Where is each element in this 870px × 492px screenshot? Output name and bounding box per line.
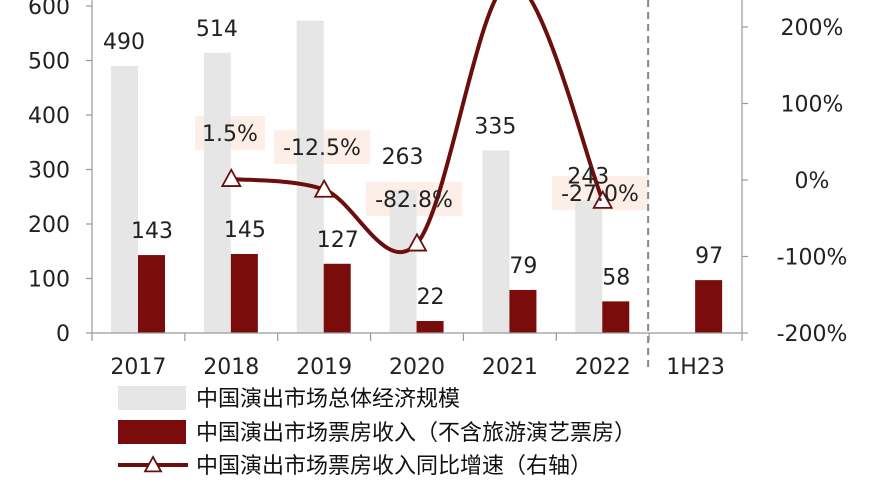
legend-label-boxoffice: 中国演出市场票房收入（不含旅游演艺票房） — [196, 421, 636, 446]
growth-label-2020: -82.8% — [375, 188, 453, 213]
total-label-2022: 243 — [567, 165, 609, 190]
growth-label-2018: 1.5% — [202, 122, 258, 147]
boxoffice-label-2018: 145 — [224, 218, 266, 243]
total-bar-2021 — [482, 150, 510, 333]
boxoffice-label-2019: 127 — [317, 228, 359, 253]
boxoffice-bar-2022 — [602, 301, 630, 333]
left-tick-label-300: 300 — [28, 159, 70, 184]
growth-line-layer — [220, 0, 614, 254]
x-tick-label-2021: 2021 — [482, 355, 538, 380]
left-tick-label-200: 200 — [28, 213, 70, 238]
growth-label-2019: -12.5% — [283, 136, 361, 161]
total-label-2020: 263 — [382, 145, 424, 170]
right-tick-label-2: 0% — [795, 169, 830, 194]
total-bar-2019 — [296, 20, 324, 334]
right-tick-label-0: -200% — [777, 322, 848, 347]
boxoffice-bar-2018 — [230, 253, 258, 333]
boxoffice-bar-1H23 — [695, 280, 723, 333]
boxoffice-bar-2019 — [323, 263, 351, 333]
left-tick-label-500: 500 — [28, 50, 70, 75]
growth-marker-2020 — [406, 232, 428, 252]
boxoffice-label-2021: 79 — [509, 254, 537, 279]
legend-swatch-growth-marker — [143, 455, 163, 473]
total-label-2017: 490 — [103, 30, 145, 55]
boxoffice-label-2020: 22 — [417, 285, 445, 310]
legend-swatch-boxoffice — [118, 420, 186, 444]
legend-label-total: 中国演出市场总体经济规模 — [196, 387, 460, 412]
left-tick-label-0: 0 — [56, 322, 70, 347]
boxoffice-label-1H23: 97 — [695, 244, 723, 269]
boxoffice-label-2017: 143 — [131, 219, 173, 244]
right-tick-label-4: 200% — [781, 16, 844, 41]
axes-layer: 0 100 200 300 400 500 600 -200% -100% 0% 100% 200% 2… — [28, 0, 847, 380]
x-tick-label-2020: 2020 — [389, 355, 445, 380]
growth-marker-2022 — [592, 189, 614, 209]
right-tick-label-1: -100% — [777, 246, 848, 271]
x-tick-label-2022: 2022 — [575, 355, 631, 380]
boxoffice-bar-2020 — [416, 321, 444, 333]
left-tick-label-100: 100 — [28, 268, 70, 293]
growth-marker-2018 — [220, 167, 242, 187]
boxoffice-bar-2017 — [138, 255, 165, 333]
x-tick-label-2019: 2019 — [296, 355, 352, 380]
left-tick-label-600: 600 — [28, 0, 70, 20]
data-labels-layer: 1.5% -12.5% -82.8% -27.0% 490 143 514 145 127 263… — [103, 17, 723, 310]
left-tick-label-400: 400 — [28, 104, 70, 129]
right-tick-label-3: 100% — [781, 93, 844, 118]
boxoffice-bar-2021 — [509, 289, 537, 333]
total-label-2018: 514 — [196, 17, 238, 42]
x-tick-label-2017: 2017 — [110, 355, 166, 380]
total-bar-2018 — [203, 52, 231, 334]
boxoffice-label-2022: 58 — [602, 265, 630, 290]
total-bar-2020 — [389, 189, 417, 333]
total-bar-2022 — [575, 200, 603, 333]
x-tick-label-1H23: 1H23 — [666, 355, 725, 380]
x-tick-label-2018: 2018 — [203, 355, 259, 380]
bars-layer — [111, 20, 723, 334]
legend-swatch-total — [118, 386, 186, 410]
legend-label-growth: 中国演出市场票房收入同比增速（右轴） — [196, 454, 592, 479]
total-label-2021: 335 — [474, 114, 516, 139]
total-bar-2017 — [111, 65, 138, 333]
growth-marker-2019 — [313, 178, 335, 198]
growth-label-2022: -27.0% — [561, 182, 639, 207]
